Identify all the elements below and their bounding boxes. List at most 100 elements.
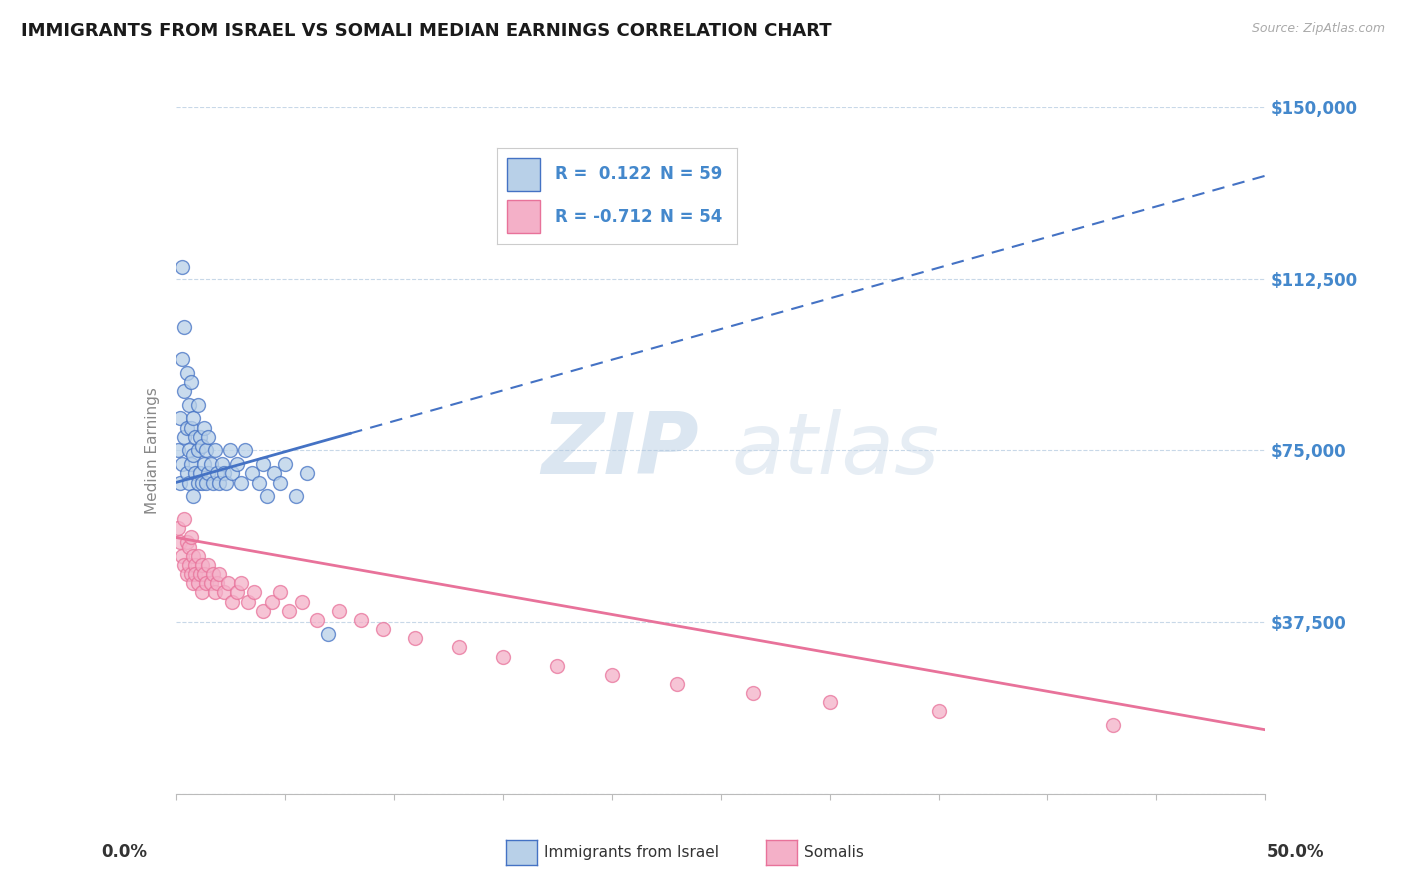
- Point: [181, 549, 204, 563]
- Point: [205, 467, 228, 481]
- Point: [269, 585, 291, 599]
- Point: [191, 558, 214, 572]
- Point: [405, 631, 427, 645]
- Point: [447, 640, 470, 655]
- Point: [274, 457, 297, 471]
- Point: [208, 567, 231, 582]
- Point: [181, 489, 204, 503]
- Point: [225, 585, 247, 599]
- Text: Somalis: Somalis: [804, 846, 865, 860]
- Point: [252, 457, 274, 471]
- Point: [188, 567, 211, 582]
- Point: [211, 457, 233, 471]
- Point: [243, 585, 266, 599]
- Point: [328, 604, 350, 618]
- Point: [318, 626, 340, 640]
- Text: R = -0.712: R = -0.712: [555, 208, 652, 226]
- Point: [180, 375, 202, 389]
- Point: [204, 585, 226, 599]
- Point: [236, 594, 259, 608]
- Point: [180, 420, 202, 434]
- Text: Immigrants from Israel: Immigrants from Israel: [544, 846, 718, 860]
- Point: [181, 411, 204, 425]
- Point: [193, 567, 215, 582]
- Point: [201, 475, 224, 490]
- Point: [200, 457, 222, 471]
- Point: [184, 467, 207, 481]
- Text: R =  0.122: R = 0.122: [555, 165, 651, 183]
- Text: atlas: atlas: [731, 409, 939, 492]
- Point: [235, 443, 257, 458]
- FancyBboxPatch shape: [506, 200, 540, 233]
- Point: [492, 649, 515, 664]
- Point: [191, 585, 214, 599]
- Point: [193, 420, 215, 434]
- Point: [173, 319, 195, 334]
- Text: N = 59: N = 59: [661, 165, 723, 183]
- Point: [252, 604, 274, 618]
- Point: [169, 535, 191, 549]
- Point: [205, 576, 228, 591]
- Point: [818, 695, 841, 709]
- Point: [212, 467, 235, 481]
- Point: [167, 443, 190, 458]
- Point: [173, 512, 195, 526]
- Text: Source: ZipAtlas.com: Source: ZipAtlas.com: [1251, 22, 1385, 36]
- Point: [184, 567, 207, 582]
- Point: [172, 351, 194, 366]
- Point: [180, 531, 202, 545]
- Point: [172, 457, 194, 471]
- Point: [181, 576, 204, 591]
- Point: [180, 457, 202, 471]
- Point: [350, 613, 373, 627]
- FancyBboxPatch shape: [506, 158, 540, 191]
- Point: [169, 411, 191, 425]
- Point: [260, 594, 283, 608]
- Point: [193, 457, 215, 471]
- Point: [197, 430, 219, 444]
- Point: [219, 443, 242, 458]
- Point: [195, 475, 218, 490]
- Point: [208, 475, 231, 490]
- Point: [197, 467, 219, 481]
- Point: [176, 420, 198, 434]
- Point: [666, 677, 689, 691]
- Text: IMMIGRANTS FROM ISRAEL VS SOMALI MEDIAN EARNINGS CORRELATION CHART: IMMIGRANTS FROM ISRAEL VS SOMALI MEDIAN …: [21, 22, 832, 40]
- Point: [284, 489, 307, 503]
- Point: [371, 622, 394, 636]
- Point: [181, 448, 204, 462]
- Point: [240, 467, 263, 481]
- Point: [176, 535, 198, 549]
- Point: [176, 366, 198, 380]
- Point: [195, 576, 218, 591]
- Point: [177, 443, 200, 458]
- Point: [217, 576, 239, 591]
- Point: [177, 398, 200, 412]
- Point: [177, 540, 200, 554]
- Point: [186, 549, 209, 563]
- Point: [195, 443, 218, 458]
- Point: [186, 475, 209, 490]
- Point: [177, 475, 200, 490]
- Point: [186, 443, 209, 458]
- Text: ZIP: ZIP: [541, 409, 699, 492]
- Point: [225, 457, 247, 471]
- Point: [186, 576, 209, 591]
- Point: [247, 475, 270, 490]
- Point: [172, 549, 194, 563]
- Point: [173, 384, 195, 398]
- Point: [167, 521, 190, 535]
- Point: [191, 475, 214, 490]
- Point: [173, 558, 195, 572]
- Point: [928, 705, 950, 719]
- Point: [186, 398, 209, 412]
- Point: [742, 686, 765, 700]
- Point: [269, 475, 291, 490]
- Point: [188, 430, 211, 444]
- Point: [188, 467, 211, 481]
- Point: [215, 475, 238, 490]
- Point: [295, 467, 318, 481]
- Point: [263, 467, 285, 481]
- Point: [212, 585, 235, 599]
- Point: [176, 467, 198, 481]
